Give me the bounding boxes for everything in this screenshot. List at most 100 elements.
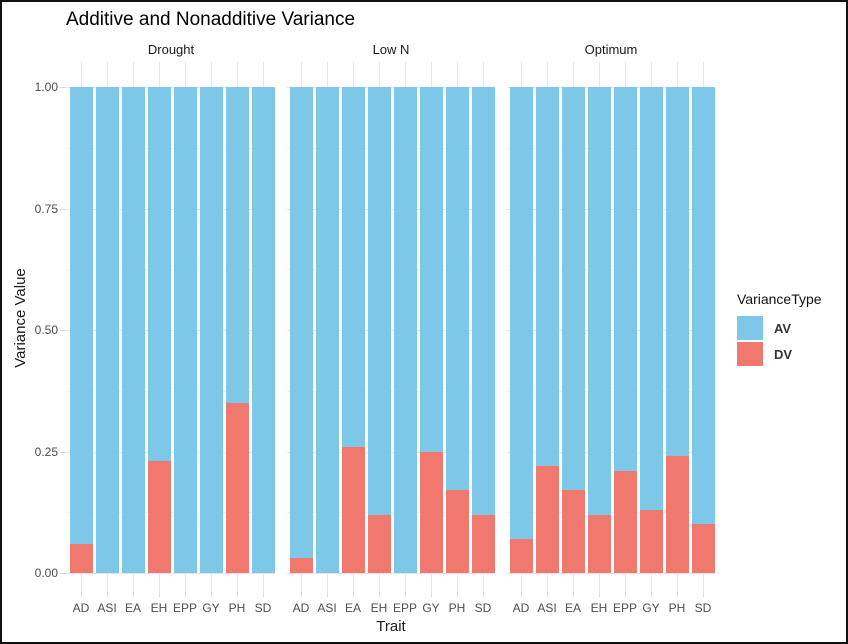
facet-label: Optimum xyxy=(584,42,638,57)
x-axis-tick xyxy=(405,592,406,597)
gridline-major xyxy=(287,208,495,210)
x-axis-tick xyxy=(211,592,212,597)
x-tick-label: ASI xyxy=(317,601,337,615)
bar-segment-av xyxy=(367,87,391,515)
bar-segment-dv xyxy=(341,446,365,573)
bar-segment-dv xyxy=(445,490,469,573)
bar-segment-av xyxy=(251,87,275,573)
gridline-major xyxy=(287,573,495,574)
x-axis-tick xyxy=(457,592,458,597)
x-tick-label: AD xyxy=(292,601,310,615)
facet-label: Drought xyxy=(147,42,195,57)
x-tick-label: EH xyxy=(150,601,168,615)
legend: VarianceType AV DV xyxy=(737,291,822,368)
bar-segment-dv xyxy=(691,524,715,573)
bar-segment-av xyxy=(199,87,223,573)
bar-segment-dv xyxy=(561,490,585,573)
facet-panel xyxy=(287,62,495,592)
bar-segment-av xyxy=(691,87,715,525)
gridline-minor xyxy=(287,147,495,149)
y-axis-tick xyxy=(60,573,66,574)
y-axis-tick xyxy=(60,451,66,453)
gridline-minor xyxy=(507,390,715,392)
bar-segment-dv xyxy=(509,538,533,573)
bar-segment-dv xyxy=(367,514,391,573)
bar-segment-av xyxy=(289,87,313,559)
y-tick-label: 0.00 xyxy=(34,566,58,580)
x-axis-tick xyxy=(301,592,302,597)
x-tick-label: AD xyxy=(72,601,90,615)
x-tick-label: EA xyxy=(344,601,361,615)
gridline-minor xyxy=(287,390,495,392)
y-tick-label: 1.00 xyxy=(34,80,58,94)
x-tick-label: AD xyxy=(512,601,530,615)
x-axis-tick xyxy=(263,592,264,597)
bar-segment-av xyxy=(471,87,495,515)
gridline-major xyxy=(67,451,275,453)
gridline-minor xyxy=(67,512,275,514)
x-tick-label: EA xyxy=(564,601,581,615)
bar-segment-av xyxy=(147,87,171,462)
bar-segment-av xyxy=(561,87,585,491)
x-tick-label: GY xyxy=(642,601,660,615)
x-tick-label: EPP xyxy=(172,601,197,615)
gridline-major xyxy=(67,87,275,88)
legend-items: AV DV xyxy=(737,316,822,366)
bar-segment-av xyxy=(173,87,197,573)
x-axis-tick xyxy=(133,592,134,597)
bar-segment-av xyxy=(445,87,469,491)
x-axis-tick xyxy=(237,592,238,597)
x-tick-label: EPP xyxy=(612,601,637,615)
bar-segment-av xyxy=(535,87,559,467)
y-tick-label: 0.50 xyxy=(34,323,58,337)
gridline-minor xyxy=(67,147,275,149)
x-axis-tick xyxy=(651,592,652,597)
x-axis-tick xyxy=(677,592,678,597)
x-axis-tick xyxy=(327,592,328,597)
gridline-major xyxy=(507,87,715,88)
x-tick-label: GY xyxy=(202,601,220,615)
bar-segment-dv xyxy=(587,514,611,573)
y-tick-label: 0.75 xyxy=(34,201,58,216)
gridline-minor xyxy=(287,269,495,271)
x-axis-tick xyxy=(625,592,626,597)
x-tick-label: PH xyxy=(668,601,686,615)
bar-segment-dv xyxy=(665,456,689,573)
bar-segment-av xyxy=(665,87,689,457)
bar-segment-av xyxy=(419,87,443,452)
bar-segment-av xyxy=(225,87,249,403)
x-axis-tick xyxy=(431,592,432,597)
x-axis-tick xyxy=(547,592,548,597)
gridline-minor xyxy=(287,512,495,514)
bar-segment-av xyxy=(341,87,365,447)
gridline-major xyxy=(287,451,495,453)
bar-segment-av xyxy=(613,87,637,471)
bar-segment-dv xyxy=(289,558,313,573)
bar-segment-av xyxy=(121,87,145,573)
bar-segment-av xyxy=(639,87,663,510)
legend-swatch-dv xyxy=(737,342,763,366)
gridline-major xyxy=(507,573,715,574)
x-axis-tick xyxy=(81,592,82,597)
x-tick-label: SD xyxy=(474,601,492,615)
gridline-major xyxy=(507,208,715,210)
gridline-minor xyxy=(67,269,275,271)
y-axis-tick xyxy=(60,208,66,210)
y-tick-label: 0.25 xyxy=(34,444,58,459)
legend-item-label: DV xyxy=(774,346,793,362)
x-axis-tick xyxy=(521,592,522,597)
gridline-major xyxy=(507,330,715,331)
x-axis-tick xyxy=(573,592,574,597)
x-axis-tick xyxy=(159,592,160,597)
bar-segment-dv xyxy=(613,470,637,573)
gridline-major xyxy=(67,330,275,331)
bar-segment-dv xyxy=(147,461,171,573)
x-tick-label: ASI xyxy=(97,601,117,615)
bar-segment-av xyxy=(509,87,533,539)
x-axis-tick xyxy=(599,592,600,597)
bar-segment-dv xyxy=(535,466,559,573)
x-tick-label: SD xyxy=(694,601,712,615)
bar-segment-dv xyxy=(419,451,443,573)
legend-item-label: AV xyxy=(774,320,792,336)
